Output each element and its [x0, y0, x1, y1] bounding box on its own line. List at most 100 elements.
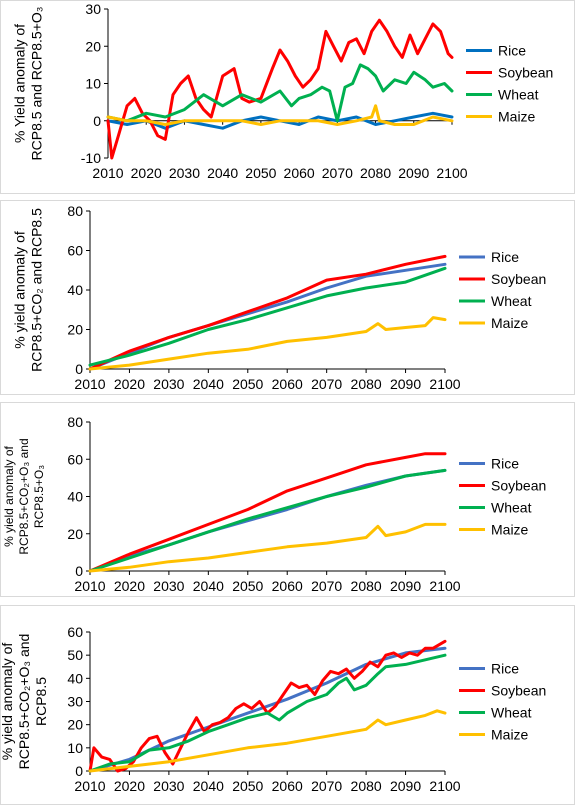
y-tick-label: 30: [85, 1, 101, 17]
y-tick-label: 10: [67, 740, 83, 756]
y-tick-label: 20: [67, 322, 83, 338]
x-tick-label: 2080: [360, 165, 391, 181]
legend-label-maize: Maize: [491, 727, 529, 743]
x-tick-label: 2050: [245, 165, 276, 181]
series-line-wheat: [88, 653, 447, 773]
legend-label-soybean: Soybean: [491, 683, 546, 699]
y-axis-title: % Yield anomaly ofRCP8.5 and RCP8.5+O₃: [11, 7, 44, 161]
y-tick-label: 10: [85, 76, 101, 92]
legend-label-maize: Maize: [491, 315, 529, 331]
legend-label-maize: Maize: [491, 522, 529, 538]
x-tick-label: 2010: [74, 578, 105, 594]
x-tick-label: 2060: [272, 376, 303, 392]
x-tick-label: 2050: [232, 778, 263, 794]
x-tick-label: 2100: [429, 376, 460, 392]
y-tick-label: 40: [67, 489, 83, 505]
series-line-wheat: [88, 266, 447, 367]
x-tick-label: 2020: [114, 578, 145, 594]
x-tick-label: 2090: [390, 778, 421, 794]
x-tick-label: 2030: [153, 376, 184, 392]
y-tick-label: 0: [93, 113, 101, 129]
x-tick-label: 2090: [398, 165, 429, 181]
y-tick-label: 50: [67, 647, 83, 663]
series-line-wheat: [88, 468, 447, 573]
y-tick-label: 0: [75, 763, 83, 779]
y-tick-label: 20: [85, 38, 101, 54]
x-tick-label: 2100: [429, 578, 460, 594]
legend-label-soybean: Soybean: [491, 478, 546, 494]
y-tick-label: 60: [67, 243, 83, 259]
x-tick-label: 2020: [114, 778, 145, 794]
x-tick-label: 2030: [153, 578, 184, 594]
x-tick-label: 2080: [351, 376, 382, 392]
x-tick-label: 2060: [272, 778, 303, 794]
legend-label-rice: Rice: [491, 249, 519, 265]
legend-label-soybean: Soybean: [491, 271, 546, 287]
x-tick-label: 2070: [311, 578, 342, 594]
x-tick-label: 2070: [311, 778, 342, 794]
x-tick-label: 2090: [390, 578, 421, 594]
series-line-soybean: [88, 452, 447, 573]
legend-label-wheat: Wheat: [498, 87, 539, 103]
y-tick-label: 40: [67, 670, 83, 686]
x-tick-label: 2010: [92, 165, 123, 181]
legend-label-wheat: Wheat: [491, 293, 532, 309]
x-tick-label: 2090: [390, 376, 421, 392]
chart-frame: [0, 402, 575, 597]
series-line-maize: [88, 709, 447, 773]
y-tick-label: 0: [75, 563, 83, 579]
series-line-maize: [106, 104, 454, 126]
x-tick-label: 2030: [153, 778, 184, 794]
series-line-maize: [88, 316, 447, 371]
x-tick-label: 2050: [232, 376, 263, 392]
x-tick-label: 2100: [429, 778, 460, 794]
x-tick-label: 2020: [114, 376, 145, 392]
y-tick-label: 80: [67, 414, 83, 430]
y-tick-label: 30: [67, 694, 83, 710]
series-line-soybean: [88, 254, 447, 371]
x-tick-label: 2060: [272, 578, 303, 594]
chart-frame: [0, 0, 575, 194]
y-axis-title: % yield anomaly ofRCP8.5+CO₂ and RCP8.5: [11, 208, 44, 372]
legend-label-soybean: Soybean: [498, 65, 553, 81]
series-line-maize: [88, 522, 447, 573]
legend-label-rice: Rice: [491, 456, 519, 472]
x-tick-label: 2050: [232, 578, 263, 594]
x-tick-label: 2070: [322, 165, 353, 181]
x-tick-label: 2070: [311, 376, 342, 392]
y-tick-label: -10: [81, 150, 101, 166]
legend-label-rice: Rice: [498, 43, 526, 59]
legend-label-rice: Rice: [491, 661, 519, 677]
x-tick-label: 2040: [193, 578, 224, 594]
x-tick-label: 2010: [74, 376, 105, 392]
legend-label-wheat: Wheat: [491, 500, 532, 516]
y-tick-label: 60: [67, 624, 83, 640]
series-line-wheat: [106, 63, 454, 123]
x-tick-label: 2060: [284, 165, 315, 181]
y-tick-label: 0: [75, 361, 83, 377]
y-axis-title: % yield anomaly ofRCP8.5+CO₂+O₃ andRCP8.…: [0, 634, 49, 770]
y-axis-title: % yield anomaly ofRCP8.5+CO₂+O₃ andRCP8.…: [2, 438, 46, 554]
y-tick-label: 20: [67, 526, 83, 542]
y-tick-label: 20: [67, 717, 83, 733]
x-tick-label: 2030: [169, 165, 200, 181]
y-tick-label: 60: [67, 451, 83, 467]
x-tick-label: 2020: [131, 165, 162, 181]
x-tick-label: 2040: [193, 778, 224, 794]
x-tick-label: 2010: [74, 778, 105, 794]
series-line-soybean: [106, 18, 454, 160]
x-tick-label: 2100: [436, 165, 467, 181]
x-tick-label: 2080: [351, 578, 382, 594]
y-tick-label: 80: [67, 203, 83, 219]
y-tick-label: 40: [67, 282, 83, 298]
legend-label-wheat: Wheat: [491, 705, 532, 721]
legend-label-maize: Maize: [498, 109, 536, 125]
x-tick-label: 2080: [351, 778, 382, 794]
x-tick-label: 2040: [207, 165, 238, 181]
x-tick-label: 2040: [193, 376, 224, 392]
